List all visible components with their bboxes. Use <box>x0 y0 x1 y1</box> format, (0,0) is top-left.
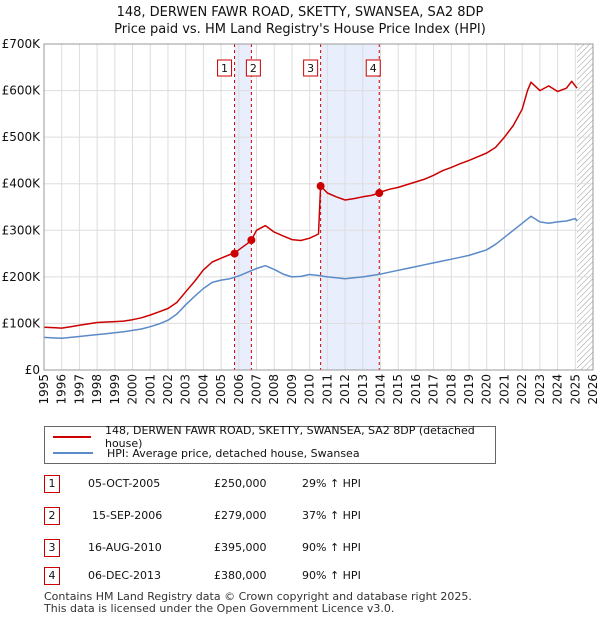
chart-title: 148, DERWEN FAWR ROAD, SKETTY, SWANSEA, … <box>116 5 484 20</box>
x-tick-label: 2008 <box>267 374 281 405</box>
x-tick-label: 2012 <box>338 374 352 405</box>
sale-marker-label: 4 <box>370 62 377 75</box>
transaction-marker-badge: 4 <box>44 567 60 585</box>
sale-point <box>230 249 239 258</box>
x-tick-label: 2011 <box>320 374 334 405</box>
footer-license: This data is licensed under the Open Gov… <box>44 602 395 615</box>
transaction-date: 06-DEC-2013 <box>88 569 162 582</box>
transaction-hpi-change: 90% ↑ HPI <box>302 541 361 554</box>
sale-marker-label: 1 <box>221 62 228 75</box>
sale-point <box>375 189 384 198</box>
legend-swatch-price <box>53 436 91 438</box>
transaction-date: 15-SEP-2006 <box>92 509 163 522</box>
forecast-hatch <box>577 44 593 370</box>
transaction-price: £395,000 <box>214 541 267 554</box>
sale-marker-box <box>245 59 261 77</box>
x-tick-label: 2023 <box>533 374 547 405</box>
transaction-marker-badge: 3 <box>44 539 60 557</box>
sale-marker-label: 3 <box>307 62 314 75</box>
transaction-date: 05-OCT-2005 <box>88 477 161 490</box>
x-tick-label: 2021 <box>497 374 511 405</box>
x-tick-label: 2010 <box>303 374 317 405</box>
x-tick-label: 2025 <box>568 374 582 405</box>
x-tick-label: 2001 <box>143 374 157 405</box>
legend-item-hpi: HPI: Average price, detached house, Swan… <box>53 445 360 461</box>
x-tick-label: 2016 <box>409 374 423 405</box>
transaction-marker-badge: 2 <box>44 507 60 525</box>
x-tick-label: 2014 <box>373 374 387 405</box>
legend-label-hpi: HPI: Average price, detached house, Swan… <box>107 446 360 460</box>
y-tick-label: £500K <box>2 130 42 144</box>
x-tick-label: 2019 <box>462 374 476 405</box>
x-tick-label: 2015 <box>391 374 405 405</box>
x-tick-label: 2002 <box>161 374 175 405</box>
chart-subtitle: Price paid vs. HM Land Registry's House … <box>114 22 486 37</box>
x-tick-label: 2018 <box>444 374 458 405</box>
x-tick-label: 2004 <box>196 374 210 405</box>
x-tick-label: 2013 <box>356 374 370 405</box>
legend: 148, DERWEN FAWR ROAD, SKETTY, SWANSEA, … <box>44 424 496 464</box>
sale-marker-box <box>365 59 381 77</box>
price-chart: £0 £100K £200K £300K £400K £500K £600K £700K 199… <box>2 37 600 405</box>
transaction-price: £250,000 <box>214 477 267 490</box>
transaction-price: £279,000 <box>214 509 267 522</box>
transaction-hpi-change: 90% ↑ HPI <box>302 569 361 582</box>
sale-marker-box <box>303 59 319 77</box>
sale-marker-box <box>217 59 233 77</box>
highlight-band <box>234 44 252 370</box>
plot-border <box>43 43 594 371</box>
sale-point <box>247 236 256 245</box>
y-tick-label: £0 <box>25 363 40 377</box>
x-tick-label: 2020 <box>480 374 494 405</box>
x-tick-label: 2007 <box>250 374 264 405</box>
y-tick-label: £600K <box>2 84 42 98</box>
y-tick-label: £400K <box>2 177 42 191</box>
x-tick-label: 2000 <box>126 374 140 405</box>
x-tick-label: 2022 <box>515 374 529 405</box>
transaction-hpi-change: 37% ↑ HPI <box>302 509 361 522</box>
x-tick-label: 2005 <box>214 374 228 405</box>
x-tick-label: 1995 <box>37 374 51 405</box>
x-tick-label: 2009 <box>285 374 299 405</box>
transaction-hpi-change: 29% ↑ HPI <box>302 477 361 490</box>
x-tick-label: 1998 <box>90 374 104 405</box>
legend-swatch-hpi <box>53 452 93 454</box>
x-tick-label: 2024 <box>551 374 565 405</box>
y-tick-label: £700K <box>2 37 42 51</box>
x-tick-label: 1996 <box>55 374 69 405</box>
highlight-band <box>320 44 380 370</box>
x-tick-label: 2003 <box>179 374 193 405</box>
y-tick-label: £300K <box>2 223 42 237</box>
legend-item-price: 148, DERWEN FAWR ROAD, SKETTY, SWANSEA, … <box>53 424 495 450</box>
plot-area <box>44 44 593 370</box>
footer-copyright: Contains HM Land Registry data © Crown c… <box>44 590 472 603</box>
sale-point <box>316 182 325 191</box>
x-tick-label: 1999 <box>108 374 122 405</box>
x-tick-label: 2017 <box>427 374 441 405</box>
transaction-price: £380,000 <box>214 569 267 582</box>
legend-label-price: 148, DERWEN FAWR ROAD, SKETTY, SWANSEA, … <box>104 424 475 450</box>
sale-marker-label: 2 <box>250 62 257 75</box>
x-tick-label: 2026 <box>586 374 600 405</box>
transaction-date: 16-AUG-2010 <box>88 541 162 554</box>
transaction-marker-badge: 1 <box>44 475 60 493</box>
hpi-series-line <box>43 215 578 340</box>
y-tick-label: £200K <box>2 270 42 284</box>
y-tick-label: £100K <box>2 316 42 330</box>
x-tick-label: 2006 <box>232 374 246 405</box>
x-tick-label: 1997 <box>72 374 86 405</box>
